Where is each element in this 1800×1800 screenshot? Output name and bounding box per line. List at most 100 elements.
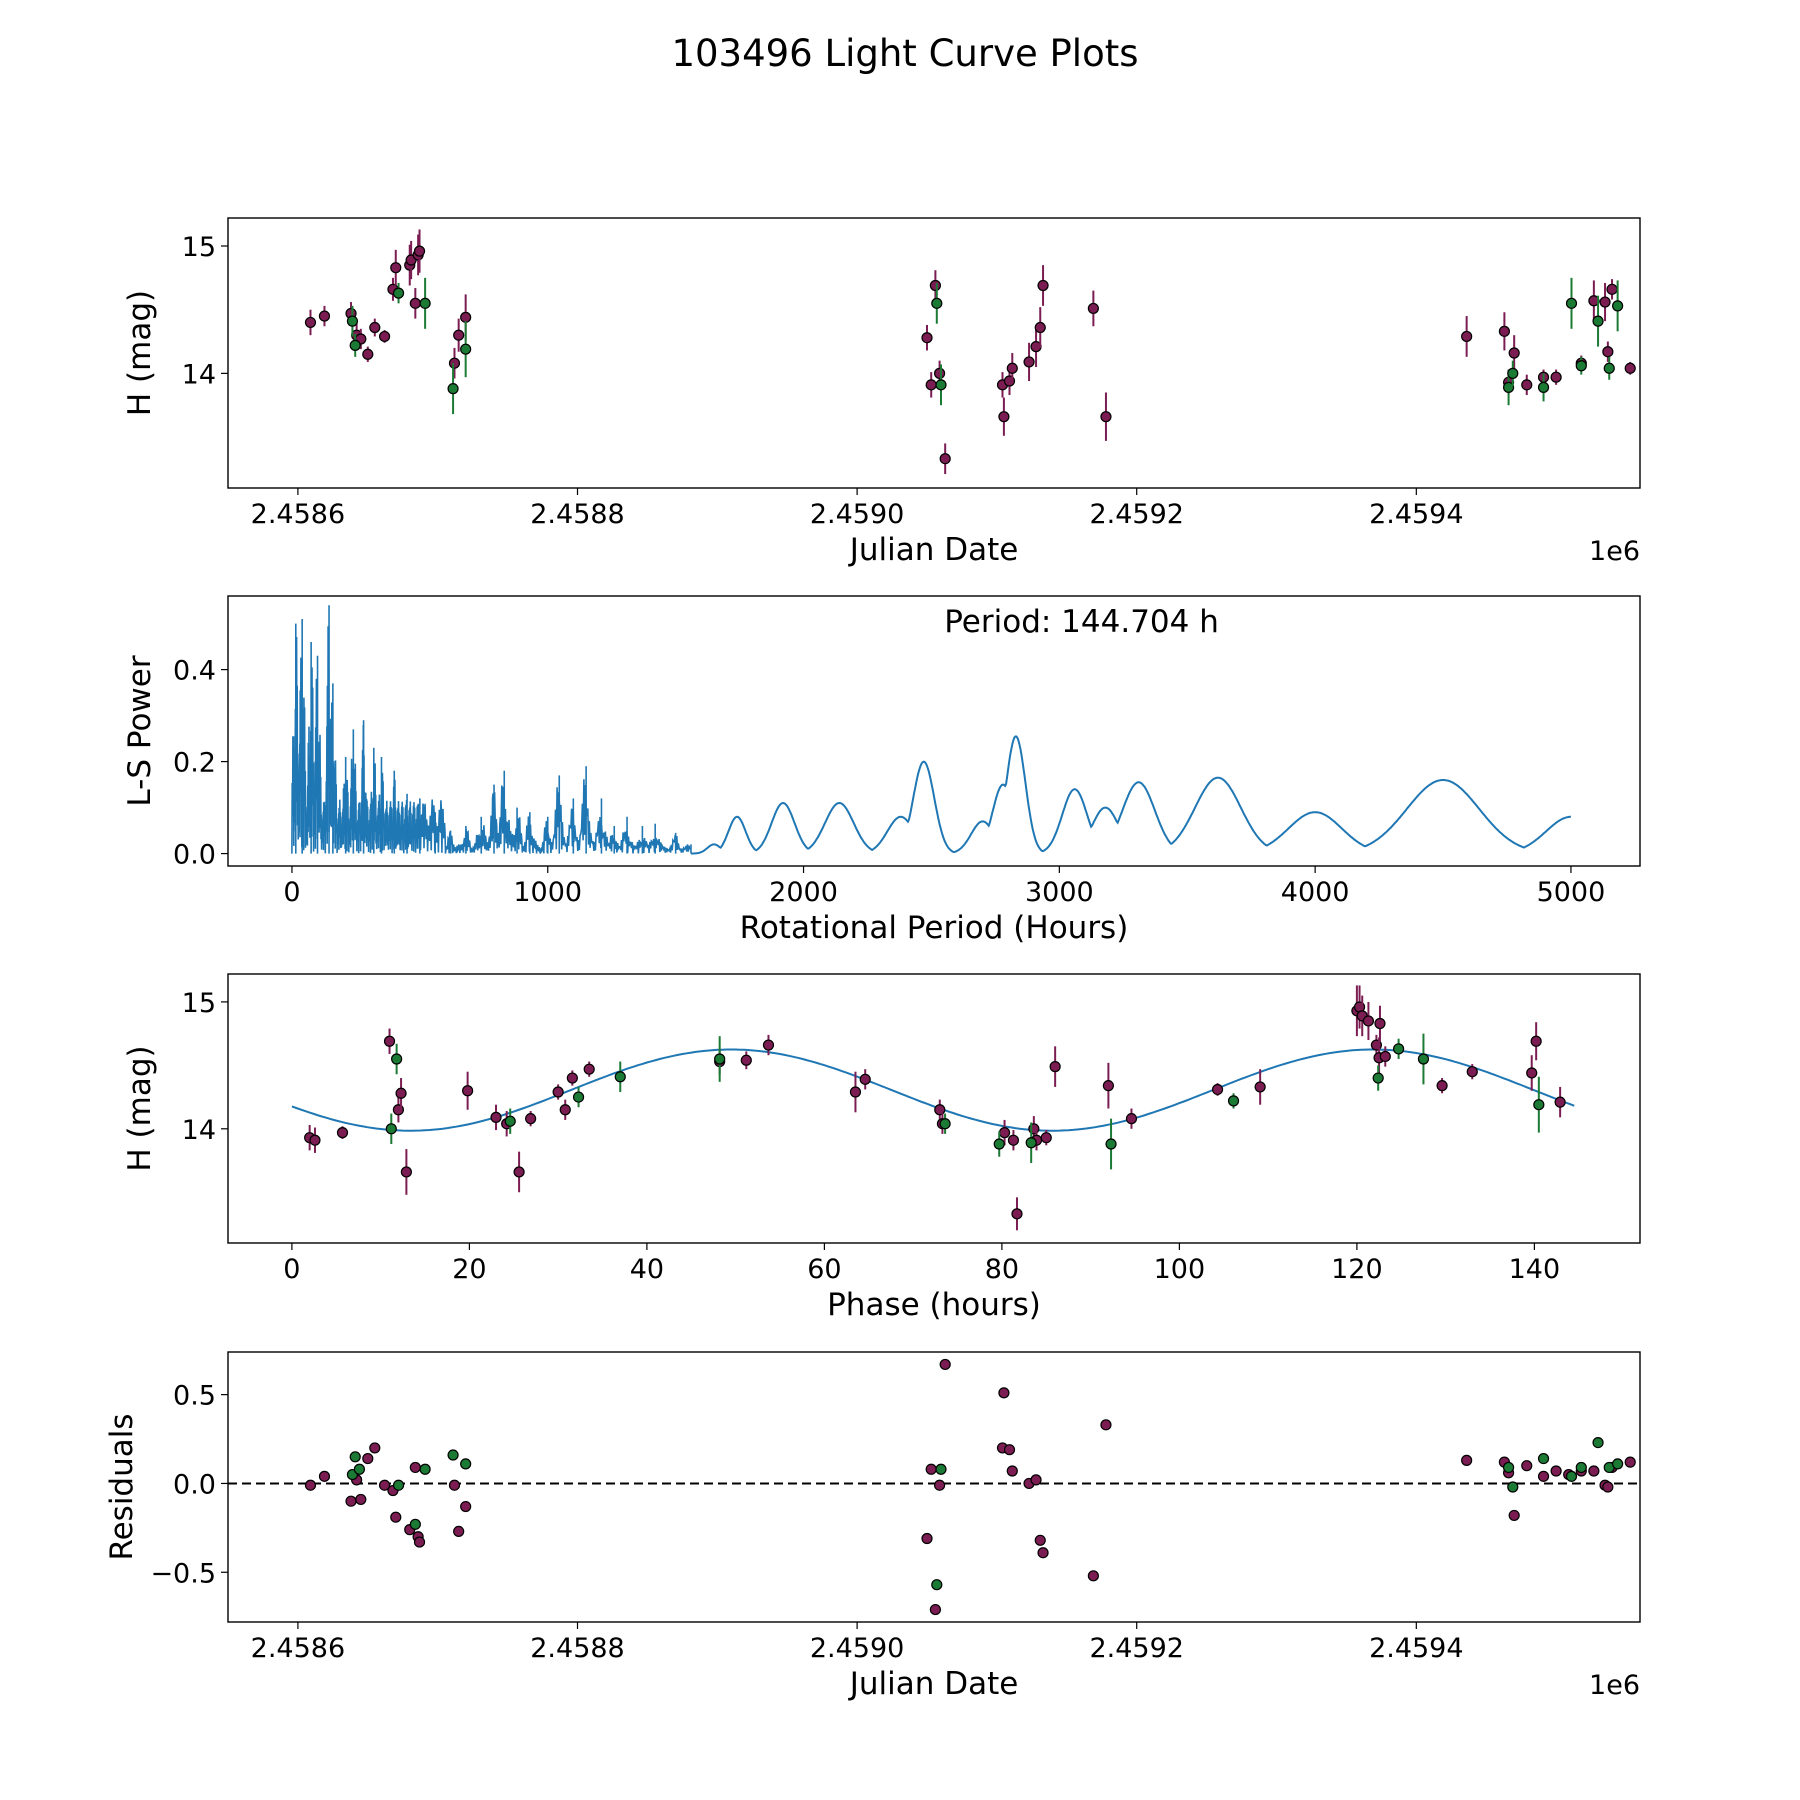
- data-point: [1624, 1456, 1636, 1468]
- data-point: [1521, 1460, 1533, 1472]
- data-point: [336, 1127, 349, 1139]
- y-axis-label: L-S Power: [122, 655, 158, 806]
- series-filter-a: [304, 985, 1566, 1231]
- x-tick-label: 2.4586: [251, 1633, 345, 1664]
- data-point: [1612, 300, 1624, 312]
- data-point: [447, 1449, 459, 1461]
- data-point: [1526, 1067, 1538, 1079]
- data-point: [993, 1138, 1005, 1150]
- data-point: [1508, 347, 1520, 359]
- data-point: [1362, 1015, 1375, 1027]
- x-axis-label: Rotational Period (Hours): [740, 910, 1129, 946]
- data-point: [859, 1073, 871, 1085]
- data-point: [346, 315, 359, 327]
- data-point: [1498, 325, 1510, 337]
- data-point: [378, 1479, 391, 1491]
- data-point: [1592, 315, 1604, 327]
- x-axis-label: Phase (hours): [827, 1287, 1041, 1323]
- series-filter-b: [346, 277, 1624, 415]
- data-point: [1575, 360, 1587, 372]
- x-tick-label: 20: [452, 1254, 486, 1285]
- data-point: [1624, 362, 1636, 374]
- data-point: [413, 245, 426, 257]
- x-tick-label: 0: [283, 1254, 300, 1285]
- x-tick-label: 2.4592: [1089, 1633, 1183, 1664]
- data-point: [362, 1452, 374, 1465]
- data-point: [1521, 379, 1533, 391]
- data-point: [1565, 297, 1578, 309]
- plot-frame: [227, 217, 1641, 489]
- x-tick-label: 5000: [1537, 877, 1606, 908]
- data-point: [349, 339, 361, 351]
- data-point: [929, 279, 941, 292]
- data-point: [1537, 1452, 1550, 1465]
- series-filter-b: [385, 1033, 1545, 1170]
- panels: 2.4586 2.4588 2.4590 2.4592 2.4594 14 15 Julian…: [104, 217, 1641, 1702]
- data-point: [1100, 411, 1112, 423]
- data-point: [392, 287, 405, 299]
- data-point: [362, 348, 374, 360]
- plot-frame: [227, 595, 1641, 867]
- x-offset-text: 1e6: [1589, 536, 1640, 567]
- panel-phase-folded: 0 20 40 60 80 100 120 140 14 15 Phase (hours) H (ma…: [122, 973, 1641, 1323]
- x-tick-label: 2.4594: [1369, 499, 1463, 530]
- data-point: [762, 1039, 775, 1051]
- data-point: [400, 1166, 412, 1178]
- data-point: [1466, 1066, 1478, 1078]
- data-point: [1254, 1081, 1266, 1093]
- data-point: [304, 1479, 317, 1491]
- y-tick-label: −0.5: [150, 1558, 216, 1589]
- data-point: [390, 1511, 402, 1523]
- data-point: [378, 330, 391, 343]
- series-filter-a: [304, 229, 1636, 474]
- data-point: [1087, 302, 1099, 315]
- x-tick-label: 140: [1509, 1254, 1561, 1285]
- data-point: [998, 1387, 1010, 1399]
- data-point: [572, 1091, 585, 1103]
- data-point: [1102, 1080, 1114, 1092]
- data-point: [849, 1086, 862, 1098]
- periodogram-smooth-line: [690, 735, 1571, 855]
- x-tick-label: 2000: [769, 877, 838, 908]
- data-point: [1037, 1547, 1049, 1559]
- x-offset-text: 1e6: [1589, 1670, 1640, 1701]
- data-point: [1087, 1570, 1099, 1582]
- x-tick-label: 0: [283, 877, 300, 908]
- data-point: [1602, 346, 1614, 358]
- data-point: [355, 1493, 367, 1506]
- data-point: [566, 1072, 578, 1084]
- data-point: [1040, 1132, 1052, 1144]
- data-point: [1592, 1436, 1604, 1449]
- data-point: [933, 367, 946, 379]
- data-point: [460, 311, 472, 323]
- data-point: [1037, 279, 1049, 292]
- y-tick-label: 0.2: [173, 748, 216, 779]
- data-point: [1125, 1113, 1138, 1125]
- y-tick-label: 14: [182, 359, 216, 390]
- data-point: [318, 1470, 331, 1482]
- data-point: [935, 1463, 947, 1475]
- data-point: [453, 1525, 465, 1538]
- data-point: [1507, 367, 1519, 379]
- data-point: [1502, 381, 1515, 393]
- x-tick-label: 2.4588: [530, 499, 624, 530]
- data-point: [1507, 1481, 1519, 1493]
- data-point: [369, 1442, 381, 1454]
- data-point: [1417, 1053, 1430, 1065]
- data-point: [1011, 1208, 1023, 1220]
- data-point: [383, 1035, 396, 1047]
- data-point: [1565, 1470, 1578, 1482]
- data-point: [1393, 1043, 1405, 1055]
- data-point: [504, 1115, 516, 1127]
- x-tick-label: 120: [1331, 1254, 1383, 1285]
- data-point: [1537, 1470, 1550, 1482]
- data-point: [939, 1358, 951, 1371]
- data-point: [1606, 283, 1618, 295]
- data-point: [1502, 1461, 1515, 1474]
- x-axis-label: Julian Date: [848, 532, 1019, 568]
- data-point: [933, 1479, 946, 1491]
- data-point: [490, 1111, 502, 1123]
- data-point: [1554, 1096, 1566, 1108]
- data-point: [1372, 1072, 1384, 1084]
